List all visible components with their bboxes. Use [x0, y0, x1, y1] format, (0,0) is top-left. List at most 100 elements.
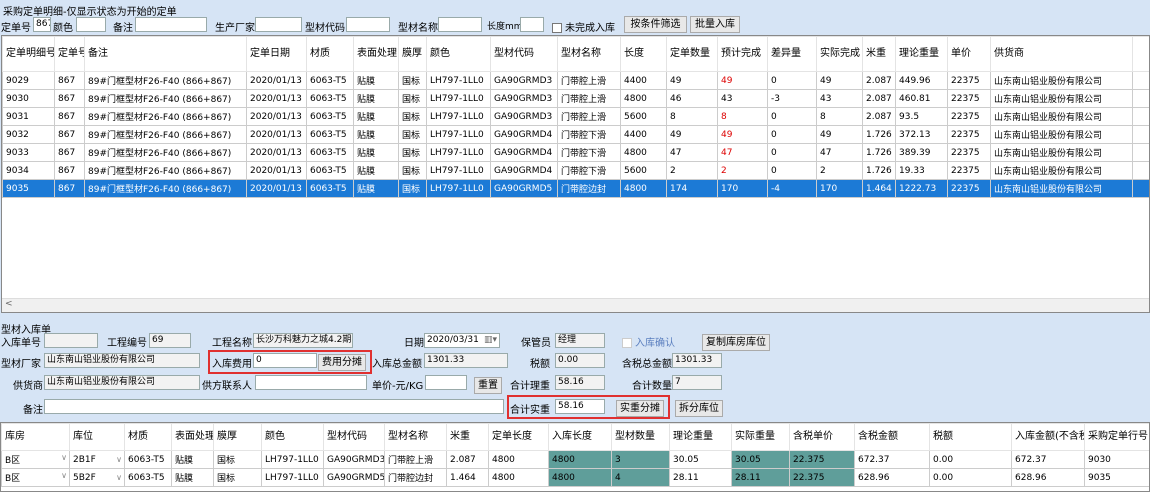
- table-cell[interactable]: 0: [767, 161, 817, 180]
- table-cell[interactable]: 门带腔上滑: [384, 450, 447, 469]
- table-cell[interactable]: LH797-1LL0: [426, 107, 491, 126]
- table-cell[interactable]: 山东南山铝业股份有限公司: [990, 179, 1133, 198]
- maker-input[interactable]: 山东南山铝业股份有限公司: [44, 353, 200, 368]
- column-header[interactable]: 入库长度: [548, 423, 612, 451]
- table-cell[interactable]: 山东南山铝业股份有限公司: [990, 107, 1133, 126]
- table-cell[interactable]: 1.726: [862, 161, 896, 180]
- table-cell[interactable]: 国标: [213, 468, 262, 487]
- fee-split-button[interactable]: 费用分摊: [318, 354, 366, 371]
- table-cell[interactable]: 8: [816, 107, 863, 126]
- table-cell[interactable]: GA90GRMD4: [490, 143, 558, 162]
- code-filter-input[interactable]: [346, 17, 390, 32]
- table-cell[interactable]: 389.39: [895, 143, 948, 162]
- column-header[interactable]: 膜厚: [213, 423, 262, 451]
- table-cell[interactable]: 国标: [398, 71, 427, 90]
- table-cell[interactable]: GA90GRMD4: [490, 125, 558, 144]
- table-cell[interactable]: 0: [767, 143, 817, 162]
- total-input[interactable]: 1301.33: [424, 353, 508, 368]
- table-row[interactable]: 9031 867 89#门框型材F26-F40 (866+867) 2020/01/1…: [2, 107, 1149, 126]
- table-cell[interactable]: 门带腔上滑: [557, 89, 621, 108]
- total-tax-input[interactable]: 1301.33: [672, 353, 722, 368]
- table-cell[interactable]: LH797-1LL0: [261, 468, 324, 487]
- table-row[interactable]: 9029 867 89#门框型材F26-F40 (866+867) 2020/01/1…: [2, 71, 1149, 90]
- table-cell[interactable]: 2020/01/13: [246, 143, 307, 162]
- table-cell[interactable]: 0: [767, 107, 817, 126]
- column-header[interactable]: 供货商: [990, 36, 1133, 72]
- table-cell[interactable]: 山东南山铝业股份有限公司: [990, 89, 1133, 108]
- table-cell[interactable]: 1222.73: [895, 179, 948, 198]
- table-cell[interactable]: 672.37: [854, 450, 930, 469]
- table-cell[interactable]: 6063-T5: [306, 125, 354, 144]
- table-cell[interactable]: 0.00: [929, 450, 1012, 469]
- table-cell[interactable]: 46: [666, 89, 718, 108]
- project-name-input[interactable]: 长沙万科魅力之城4.2期: [253, 333, 353, 348]
- calendar-dropdown-icon[interactable]: ▥▾: [483, 335, 497, 345]
- copy-location-button[interactable]: 复制库房库位: [702, 334, 770, 351]
- incomplete-checkbox[interactable]: 未完成入库: [552, 19, 615, 34]
- column-header[interactable]: 膜厚: [398, 36, 427, 72]
- table-cell[interactable]: 4400: [620, 71, 667, 90]
- table-cell[interactable]: 28.11: [669, 468, 732, 487]
- table-cell[interactable]: LH797-1LL0: [426, 143, 491, 162]
- table-cell[interactable]: 6063-T5: [306, 107, 354, 126]
- dropdown-arrow-icon[interactable]: ∨: [116, 472, 122, 482]
- table-cell[interactable]: 9031: [2, 107, 55, 126]
- column-header[interactable]: 长度: [620, 36, 667, 72]
- table-cell[interactable]: 2020/01/13: [246, 89, 307, 108]
- table-cell[interactable]: 2020/01/13: [246, 107, 307, 126]
- table-cell[interactable]: LH797-1LL0: [426, 125, 491, 144]
- column-header[interactable]: 含税金额: [854, 423, 930, 451]
- table-cell[interactable]: 28.11: [731, 468, 790, 487]
- table-cell[interactable]: 2B1F ∨: [69, 450, 125, 469]
- table-cell[interactable]: 5B2F ∨: [69, 468, 125, 487]
- reset-button[interactable]: 重置: [474, 377, 502, 394]
- column-header[interactable]: 颜色: [261, 423, 324, 451]
- table-cell[interactable]: 49: [666, 71, 718, 90]
- table-cell[interactable]: 6063-T5: [306, 71, 354, 90]
- table-cell[interactable]: 国标: [398, 161, 427, 180]
- table-cell[interactable]: GA90GRMD3: [490, 71, 558, 90]
- table-cell[interactable]: 6063-T5: [124, 450, 172, 469]
- table-cell[interactable]: 国标: [398, 89, 427, 108]
- table-cell[interactable]: 1.464: [446, 468, 489, 487]
- table-cell[interactable]: 628.96: [1011, 468, 1085, 487]
- table-cell[interactable]: 47: [816, 143, 863, 162]
- table-cell[interactable]: 4800: [548, 450, 612, 469]
- table-cell[interactable]: 22375: [947, 71, 991, 90]
- column-header[interactable]: 型材名称: [557, 36, 621, 72]
- table-cell[interactable]: 2.087: [446, 450, 489, 469]
- column-header[interactable]: [1132, 36, 1149, 72]
- table-row[interactable]: 9035 867 89#门框型材F26-F40 (866+867) 2020/01/1…: [2, 179, 1149, 198]
- table-cell[interactable]: GA90GRMD5: [323, 468, 385, 487]
- confirm-checkbox[interactable]: 入库确认: [622, 334, 675, 349]
- table-cell[interactable]: 6063-T5: [306, 143, 354, 162]
- column-header[interactable]: 定单明细号: [2, 36, 55, 72]
- table-cell[interactable]: 2020/01/13: [246, 161, 307, 180]
- table-cell[interactable]: 4800: [488, 450, 549, 469]
- table-cell[interactable]: 门带腔边封: [384, 468, 447, 487]
- table-cell[interactable]: 49: [717, 125, 768, 144]
- table-cell[interactable]: 89#门框型材F26-F40 (866+867): [84, 161, 247, 180]
- table-cell[interactable]: 49: [666, 125, 718, 144]
- table-cell[interactable]: 867: [54, 125, 85, 144]
- table-cell[interactable]: 2.087: [862, 71, 896, 90]
- table-cell[interactable]: 22375: [947, 125, 991, 144]
- column-header[interactable]: 定单数量: [666, 36, 718, 72]
- table-cell[interactable]: 门带腔下滑: [557, 161, 621, 180]
- table-cell[interactable]: GA90GRMD4: [490, 161, 558, 180]
- table-cell[interactable]: 6063-T5: [124, 468, 172, 487]
- table-cell[interactable]: B区 ∨: [1, 450, 70, 469]
- column-header[interactable]: 型材数量: [611, 423, 670, 451]
- table-cell[interactable]: 门带腔上滑: [557, 71, 621, 90]
- table-cell[interactable]: 867: [54, 107, 85, 126]
- table-cell[interactable]: 门带腔边封: [557, 179, 621, 198]
- table-cell[interactable]: 49: [816, 71, 863, 90]
- table-cell[interactable]: 贴膜: [353, 125, 399, 144]
- column-header[interactable]: 理论重量: [895, 36, 948, 72]
- table-cell[interactable]: 22375: [947, 179, 991, 198]
- column-header[interactable]: 入库金额(不含税): [1011, 423, 1085, 451]
- column-header[interactable]: 实际重量: [731, 423, 790, 451]
- table-cell[interactable]: 国标: [398, 125, 427, 144]
- table-cell[interactable]: 628.96: [854, 468, 930, 487]
- weight-split-button[interactable]: 实重分摊: [616, 400, 664, 417]
